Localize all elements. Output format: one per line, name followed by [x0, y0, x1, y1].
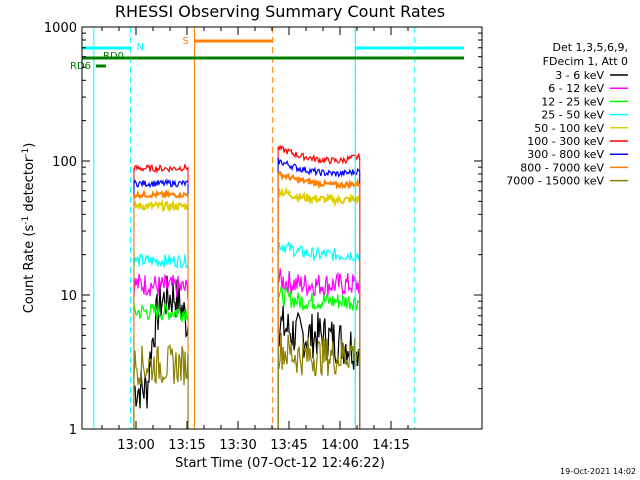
legend: Det 1,3,5,6,9, FDecim 1, Att 0 3 - 6 keV… [506, 41, 628, 188]
series-line [133, 302, 189, 323]
legend-entry-label: 25 - 50 keV [541, 109, 604, 122]
legend-header-line-1: Det 1,3,5,6,9, [552, 41, 628, 54]
timestamp: 19-Oct-2021 14:02 [560, 467, 636, 476]
x-axis: 13:00 13:15 13:30 13:45 14:00 14:15 [101, 27, 410, 453]
series-line [277, 332, 361, 377]
x-tick-label: 14:00 [321, 438, 358, 453]
x-axis-label: Start Time (07-Oct-12 12:46:22) [175, 456, 385, 471]
x-tick-label: 13:30 [219, 438, 256, 453]
series-line [277, 285, 361, 311]
series-line [133, 163, 189, 174]
y-tick-label: 100 [52, 155, 77, 170]
legend-entry-label: 6 - 12 keV [548, 82, 604, 95]
series-line [133, 188, 189, 200]
flag-label-rd6: RD6 [70, 61, 91, 72]
series-line [277, 186, 361, 208]
chart-title: RHESSI Observing Summary Count Rates [115, 2, 445, 21]
legend-entry-label: 300 - 800 keV [527, 148, 604, 161]
x-tick-label: 13:45 [270, 438, 307, 453]
series-line [133, 198, 189, 213]
y-tick-label: 10 [60, 289, 77, 304]
plot-frame [81, 26, 483, 430]
x-tick-label: 13:15 [168, 438, 205, 453]
series-line [277, 145, 361, 165]
series-line [277, 157, 361, 179]
x-tick-label: 13:00 [117, 438, 154, 453]
y-axis: 1 10 100 1000 [44, 21, 482, 438]
series-line [133, 178, 189, 189]
series-line [277, 305, 361, 370]
legend-entry-label: 800 - 7000 keV [520, 161, 604, 174]
flag-label-rd0: RD0 [103, 51, 124, 62]
series-line [133, 253, 189, 270]
legend-entry-label: 3 - 6 keV [555, 69, 604, 82]
series-line [277, 268, 361, 298]
flag-label-night: N [137, 42, 144, 53]
series-line [277, 170, 361, 190]
legend-entry-label: 50 - 100 keV [534, 122, 604, 135]
flag-label-saa: S [182, 36, 188, 47]
overlay-layer: N S RD0 RD6 [70, 27, 464, 429]
legend-entry-label: 100 - 300 keV [527, 135, 604, 148]
x-tick-label: 14:15 [372, 438, 409, 453]
y-axis-label: Count Rate (s-1 detector-1) [21, 143, 37, 314]
series-layer [133, 145, 361, 429]
legend-header-line-2: FDecim 1, Att 0 [543, 55, 628, 68]
legend-entry-label: 12 - 25 keV [541, 95, 604, 108]
legend-entry-label: 7000 - 15000 keV [506, 175, 604, 188]
series-line [277, 241, 361, 262]
series-line [133, 273, 189, 301]
y-tick-label: 1000 [44, 21, 77, 36]
series-line [133, 344, 189, 386]
y-tick-label: 1 [69, 423, 77, 438]
